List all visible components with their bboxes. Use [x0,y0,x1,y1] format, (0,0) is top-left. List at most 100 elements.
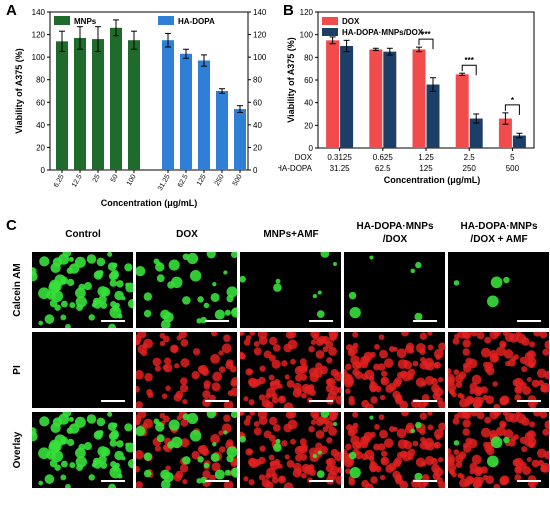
significance-bracket [461,64,477,76]
column-title: Control [65,229,101,240]
red-cell [179,384,189,393]
green-cell [453,440,460,446]
green-cell [136,426,146,437]
green-cell [490,436,503,449]
red-cell [519,436,528,444]
red-cell [544,340,549,350]
red-cell [380,456,390,466]
green-cell [116,280,124,288]
scale-bar [101,400,125,402]
scale-bar [309,320,333,322]
red-cell [531,459,540,468]
y-tick-label-right: 0 [253,166,258,175]
green-cell [349,306,361,319]
red-cell [308,425,315,433]
y-tick-label: 100 [300,31,314,40]
red-cell [420,461,427,467]
red-cell [419,412,428,420]
green-cell [60,300,68,308]
red-cell [174,363,180,369]
red-cell [265,393,271,400]
red-cell [245,415,252,421]
red-cell [419,441,428,450]
red-cell [514,465,523,474]
red-cell [345,388,351,394]
y-tick-label: 120 [300,8,314,17]
red-cell [312,413,319,421]
green-cell [60,474,67,481]
green-cell [109,306,122,319]
micrograph-image [240,412,341,488]
red-cell [453,449,460,455]
green-cell [182,253,190,261]
red-cell [542,428,549,436]
red-cell [253,427,262,436]
red-cell [484,444,493,453]
red-cell [519,356,528,364]
red-cell [467,397,474,404]
red-cell [433,428,444,439]
green-cell [66,267,74,274]
green-cell [186,412,199,425]
red-cell [368,375,375,382]
red-cell [378,414,385,420]
bar-series-1 [512,135,526,148]
y-tick-label-right: 80 [253,76,262,85]
red-cell [218,350,224,356]
x-tick-label: 500 [232,173,244,187]
red-cell [352,412,359,418]
red-cell [465,437,473,446]
green-cell [75,456,87,468]
red-cell [197,365,206,373]
y-tick-label-left: 0 [41,166,46,175]
micrograph-tile [136,412,237,488]
green-cell [203,462,210,469]
bar-mnps [92,39,104,171]
green-cell [96,257,106,267]
red-cell [293,462,302,472]
red-cell [329,414,336,422]
red-cell [223,400,234,408]
column-title: HA-DOPA·MNPs/DOX [356,221,434,245]
red-cell [295,374,303,382]
red-cell [433,441,441,449]
red-cell [277,383,283,389]
red-cell [427,424,434,431]
red-cell [380,376,390,386]
red-cell [310,419,317,425]
green-cell [75,296,87,308]
scale-bar [101,480,125,482]
row-label: PI [12,365,23,375]
micrograph-tile [344,252,445,328]
green-cell [197,296,204,303]
green-cell [66,438,75,447]
green-cell [143,452,153,461]
green-cell [182,456,191,465]
red-cell [484,336,492,344]
x-tick-label: 25 [92,173,102,183]
red-cell [162,444,169,451]
red-cell [293,382,302,392]
micrograph-image [240,252,338,318]
scale-bar [517,400,541,402]
red-cell [399,400,409,408]
red-cell [269,336,278,346]
x-tick-label: 250 [214,173,226,187]
red-cell [348,478,356,486]
red-cell [269,416,278,426]
red-cell [368,455,375,462]
red-cell [231,377,237,386]
green-cell [100,447,111,457]
green-cell [44,474,55,484]
red-cell [312,333,319,341]
red-cell [209,394,216,402]
column-title: DOX [176,229,198,240]
red-cell [527,430,536,440]
red-cell [229,365,237,373]
legend-label: HA-DOPA [178,17,215,26]
red-cell [176,335,182,341]
red-cell [328,426,338,436]
panel-label-b: B [283,2,294,19]
green-cell [349,466,361,479]
green-cell [68,256,74,262]
